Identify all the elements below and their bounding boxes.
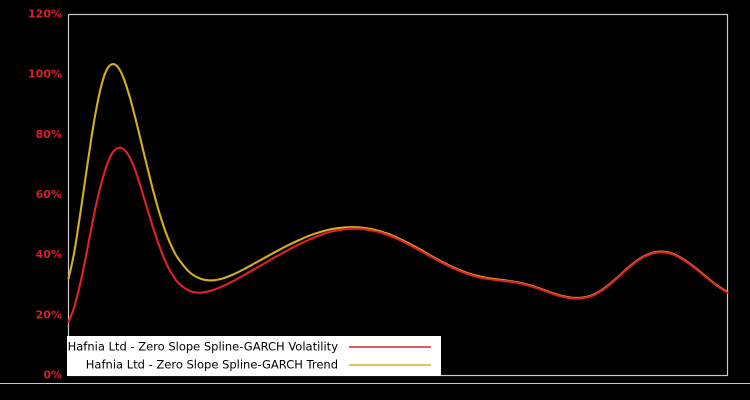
chart-legend: Hafnia Ltd - Zero Slope Spline-GARCH Vol… [67, 336, 441, 376]
legend-label: Hafnia Ltd - Zero Slope Spline-GARCH Tre… [86, 358, 338, 372]
series-line-volatility [67, 146, 729, 323]
y-axis-tick-label: 40% [36, 248, 62, 261]
y-axis-tick-label: 60% [36, 188, 62, 201]
y-axis-tick-label: 120% [28, 8, 62, 21]
y-axis-tick-label: 0% [43, 369, 62, 382]
y-axis-tick-label: 20% [36, 308, 62, 321]
y-axis-tick-label: 80% [36, 128, 62, 141]
y-axis-tick-label: 100% [28, 68, 62, 81]
legend-label: Hafnia Ltd - Zero Slope Spline-GARCH Vol… [68, 340, 339, 354]
legend-background [67, 336, 441, 376]
data-series-group [67, 63, 729, 323]
y-axis-tick-labels: 0% 20% 40% 60% 80% 100% 120% [28, 8, 62, 382]
